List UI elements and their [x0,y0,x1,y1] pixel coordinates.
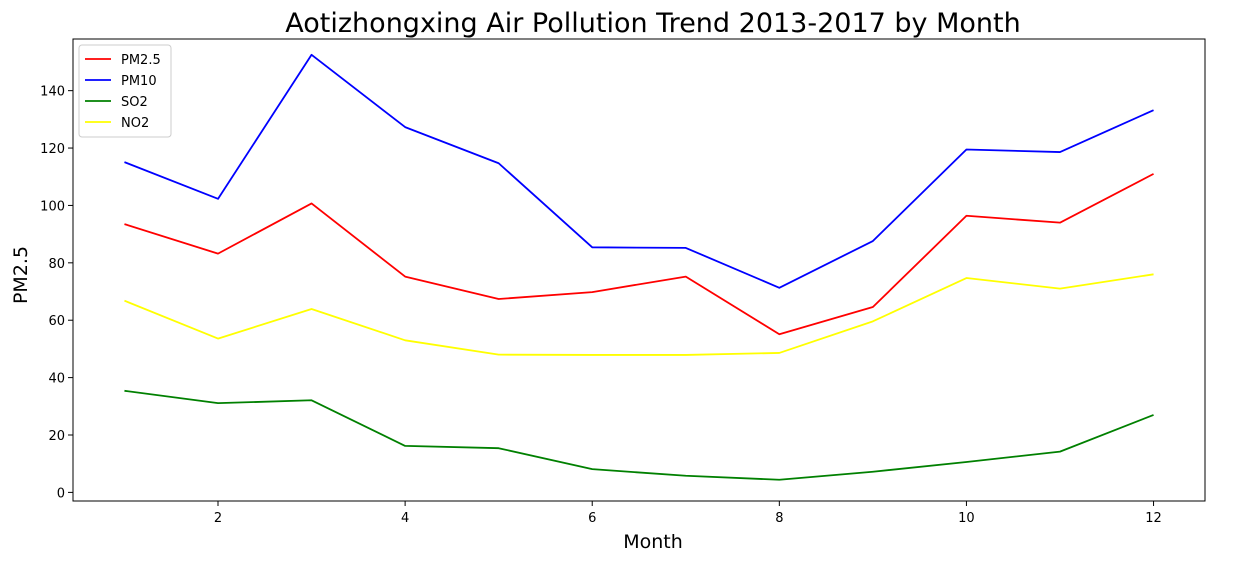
legend-label: SO2 [121,95,148,110]
plot-area [72,38,1206,502]
series-line-no2 [124,273,1154,356]
series-line-pm25 [124,173,1154,336]
x-axis-label: Month [623,531,683,553]
legend-label: PM2.5 [121,53,161,68]
y-tick-label: 80 [48,257,65,272]
x-tick-label: 6 [588,511,596,526]
y-tick-label: 140 [40,85,65,100]
x-tick-label: 2 [214,511,222,526]
y-tick-label: 60 [48,314,65,329]
y-axis: 0 20 40 60 80 100 120 140 [40,85,73,501]
y-axis-label: PM2.5 [10,246,32,304]
x-axis: 2 4 6 8 10 12 [214,501,1162,526]
legend-label: NO2 [121,116,149,131]
series-lines [124,53,1154,481]
series-line-pm10 [124,53,1154,289]
y-tick-label: 120 [40,142,65,157]
legend-label: PM10 [121,74,157,89]
legend: PM2.5 PM10 SO2 NO2 [78,44,172,138]
y-tick-label: 100 [40,199,65,214]
x-tick-label: 10 [958,511,975,526]
x-tick-label: 12 [1145,511,1162,526]
y-tick-label: 20 [48,429,65,444]
legend-box [78,44,172,138]
series-line-so2 [124,389,1154,481]
y-tick-label: 40 [48,372,65,387]
y-tick-label: 0 [57,486,65,501]
x-tick-label: 4 [401,511,409,526]
x-tick-label: 8 [775,511,783,526]
chart-title: Aotizhongxing Air Pollution Trend 2013-2… [285,8,1020,39]
